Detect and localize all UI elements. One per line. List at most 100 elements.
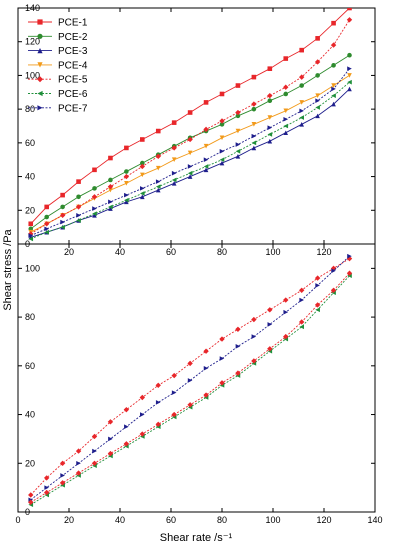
data-point-0-4-6 (123, 173, 130, 180)
data-point-0-5-8 (155, 184, 161, 189)
data-point-0-0-7 (140, 137, 145, 142)
data-point-0-6-20 (347, 66, 352, 71)
series-group-0 (28, 8, 353, 242)
data-point-0-5-0 (28, 236, 34, 242)
legend-marker-6 (37, 105, 43, 111)
x-tick-label-0-80: 80 (217, 247, 227, 257)
data-point-0-4-12 (219, 118, 225, 124)
x-tick-label-1-80: 80 (217, 515, 227, 525)
data-point-0-4-9 (171, 145, 177, 151)
x-tick-label-0-60: 60 (166, 247, 176, 257)
data-point-1-3-9 (171, 411, 177, 418)
data-point-0-5-20 (347, 79, 352, 85)
data-point-1-0-12 (219, 336, 225, 342)
data-point-0-4-15 (267, 92, 273, 99)
data-point-1-0-3 (75, 448, 82, 454)
data-point-0-0-11 (203, 100, 209, 105)
data-point-1-0-14 (251, 316, 257, 323)
data-point-0-1-4 (92, 186, 97, 191)
data-point-0-0-3 (76, 179, 81, 184)
data-point-0-4-20 (346, 17, 353, 23)
data-point-1-3-18 (314, 302, 321, 308)
data-point-0-3-8 (155, 165, 161, 171)
y-tick-label-0-140: 140 (25, 3, 40, 13)
y-tick-label-0-120: 120 (25, 37, 40, 47)
data-point-1-3-2 (59, 480, 66, 486)
series-line-1-1 (30, 275, 350, 506)
data-point-1-0-2 (59, 460, 66, 466)
data-point-1-0-15 (267, 307, 273, 313)
data-point-0-0-9 (171, 120, 177, 125)
legend-label-4: PCE-5 (58, 75, 88, 86)
plot-frame-1 (17, 243, 376, 513)
data-point-0-6-18 (315, 98, 320, 104)
data-point-0-5-10 (187, 170, 193, 176)
data-point-0-6-16 (283, 116, 289, 122)
x-tick-label-1-120: 120 (316, 515, 331, 525)
data-point-0-0-13 (235, 83, 241, 88)
data-point-0-5-9 (171, 177, 177, 183)
data-point-1-2-12 (219, 356, 225, 361)
data-point-0-3-5 (108, 187, 113, 193)
data-point-0-2-4 (92, 213, 97, 218)
data-point-0-3-18 (315, 93, 320, 98)
legend-label-5: PCE-6 (58, 89, 88, 100)
legend-marker-2 (37, 48, 43, 54)
data-point-0-2-9 (171, 181, 177, 186)
data-point-0-6-1 (44, 226, 49, 232)
data-point-0-5-11 (203, 164, 209, 169)
data-point-1-3-0 (28, 499, 34, 505)
x-tick-label-0-120: 120 (316, 247, 331, 257)
data-point-1-2-14 (251, 334, 257, 339)
data-point-0-5-19 (331, 93, 336, 98)
y-tick-label-1-60: 60 (25, 361, 35, 371)
data-point-1-2-13 (235, 344, 241, 349)
data-point-0-0-8 (155, 128, 161, 134)
data-point-1-3-19 (330, 287, 337, 293)
data-point-0-1-2 (60, 204, 65, 210)
data-point-0-3-9 (171, 157, 177, 163)
data-point-0-4-10 (187, 136, 193, 143)
data-point-0-1-18 (315, 73, 320, 78)
legend-label-3: PCE-4 (58, 60, 88, 71)
data-point-0-1-14 (251, 106, 257, 112)
data-point-1-2-20 (347, 253, 352, 259)
data-point-0-6-7 (140, 186, 145, 191)
data-point-1-2-1 (44, 485, 49, 490)
data-point-1-0-10 (187, 360, 193, 367)
data-point-0-1-6 (124, 169, 129, 174)
x-tick-label-0-100: 100 (265, 247, 280, 257)
data-point-1-3-10 (187, 402, 193, 408)
data-point-0-4-0 (28, 231, 34, 237)
data-point-0-4-3 (75, 204, 82, 210)
legend-marker-4 (37, 76, 43, 83)
data-point-0-3-6 (124, 181, 129, 186)
data-point-1-2-3 (76, 460, 81, 466)
data-point-0-4-19 (330, 42, 337, 48)
data-point-0-3-12 (219, 135, 225, 141)
x-tick-label-0-20: 20 (64, 247, 74, 257)
data-point-0-3-20 (347, 73, 352, 78)
data-point-0-4-11 (203, 126, 209, 133)
data-point-0-2-12 (219, 160, 225, 166)
data-point-1-3-16 (283, 333, 289, 340)
data-point-0-6-0 (28, 233, 34, 238)
data-point-0-5-18 (315, 105, 320, 110)
data-point-1-2-15 (267, 322, 273, 327)
legend-marker-0 (37, 19, 43, 25)
bottom-panel: 0 20 40 60 80 100 0 20 40 60 80 100 120 140 (15, 243, 383, 525)
data-point-0-2-10 (187, 174, 193, 179)
y-tick-label-0-80: 80 (25, 104, 35, 114)
data-point-1-0-9 (171, 372, 177, 379)
data-point-1-3-7 (139, 431, 146, 437)
x-tick-label-0-40: 40 (115, 247, 125, 257)
data-point-0-6-5 (108, 199, 113, 205)
data-point-0-4-16 (283, 84, 289, 90)
data-point-1-0-16 (283, 297, 289, 303)
y-tick-label-1-80: 80 (25, 312, 35, 322)
data-point-0-3-17 (299, 100, 304, 105)
data-point-0-4-17 (298, 74, 305, 80)
data-point-1-0-18 (314, 275, 321, 281)
data-point-0-2-13 (235, 154, 241, 159)
